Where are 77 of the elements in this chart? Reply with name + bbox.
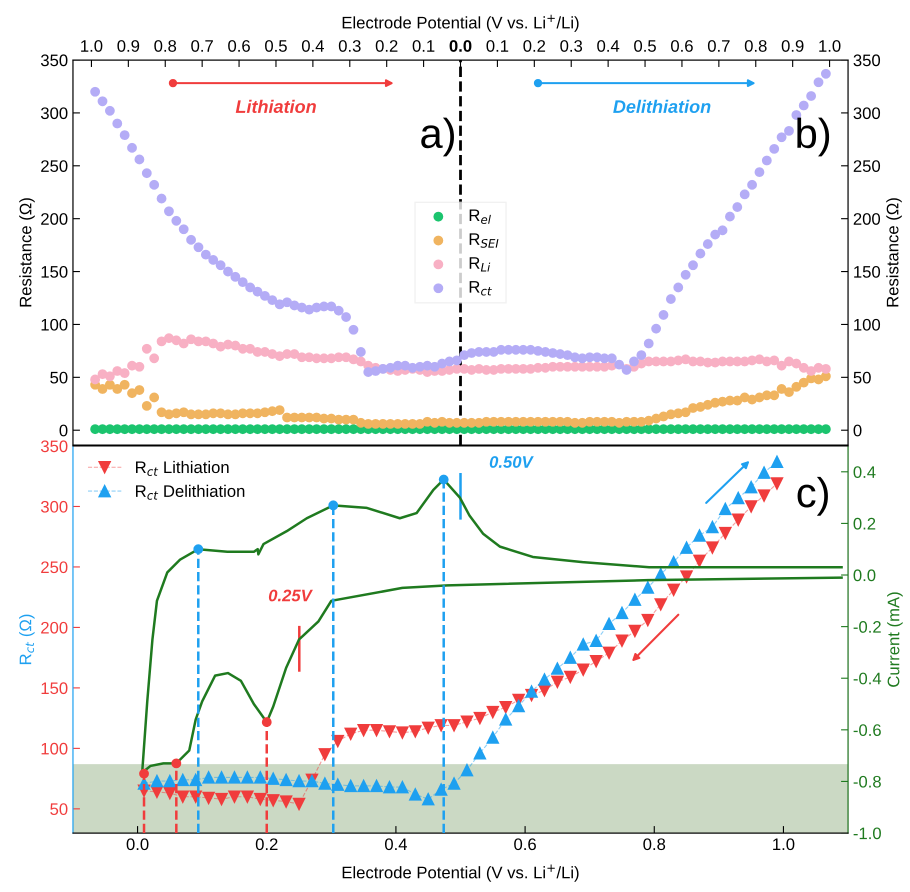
x-tick-label: 1.0: [819, 40, 841, 52]
y2-tick-label: 200: [854, 213, 880, 225]
legend-label: R$_{el}$: [470, 210, 491, 224]
x-tick-label: 0.4: [302, 40, 324, 52]
x-tick-label: 1.0: [81, 40, 102, 52]
x-tick-label: 0.4: [597, 40, 620, 52]
legend-label: R$_{ct}$: [470, 281, 492, 296]
y2-tick-label: 0.0: [854, 569, 876, 582]
legend-label: R$_{ct}$ Lithiation: [136, 460, 229, 476]
y-tick-label: 50: [50, 803, 68, 816]
y2-tick-label: 300: [854, 107, 880, 120]
y-tick-label: 200: [41, 622, 68, 634]
y-axis-title: Resistance (Ω): [19, 198, 35, 306]
x-tick-label: 0.1: [412, 40, 434, 52]
x-tick-label: 0.5: [265, 40, 287, 52]
legend-label: R$_{SEI}$: [470, 233, 498, 248]
annotation: c): [798, 476, 828, 516]
x-tick-label: 0.8: [744, 40, 767, 52]
y2-tick-label: -0.8: [854, 776, 881, 788]
x-tick-label: 0.2: [376, 40, 398, 52]
x-tick-label: 0.0: [450, 40, 472, 52]
y2-tick-label: 150: [854, 266, 880, 278]
annotation: 0.25V: [268, 590, 313, 602]
y-tick-label: 150: [42, 682, 68, 694]
y2-tick-label: 0.4: [854, 466, 876, 478]
legend-label: R$_{Li}$: [470, 257, 490, 272]
y2-tick-label: -0.4: [854, 672, 882, 684]
annotation: 0.50V: [490, 456, 534, 468]
x-tick-label: 0.2: [256, 838, 278, 850]
x-axis-title: Electrode Potential (V vs. Li$^{+}$/Li): [342, 14, 579, 32]
x-tick-label: 0.6: [228, 40, 250, 52]
y2-tick-label: 350: [854, 54, 880, 66]
x-tick-label: 0.8: [643, 838, 666, 850]
y-tick-label: 250: [41, 160, 68, 172]
y-tick-label: 350: [40, 440, 68, 452]
annotation: a): [421, 118, 454, 156]
y-tick-label: 350: [40, 54, 68, 66]
y-tick-label: 100: [42, 742, 68, 755]
x-tick-label: 0.4: [384, 838, 408, 850]
legend-label: R$_{ct}$ Delithiation: [136, 484, 244, 500]
x-tick-label: 0.3: [560, 40, 582, 52]
x-tick-label: 0.0: [126, 838, 149, 850]
annotation: b): [797, 118, 830, 156]
x-tick-label: 0.6: [514, 838, 536, 850]
y2-tick-label: 50: [854, 372, 871, 384]
y2-tick-label: 0.2: [854, 518, 876, 530]
x-tick-label: 0.7: [708, 40, 730, 52]
x-tick-label: 0.1: [486, 40, 508, 52]
x-tick-label: 0.9: [782, 40, 804, 52]
y-tick-label: 150: [42, 266, 68, 278]
x-axis-title: Electrode Potential (V vs. Li$^{+}$/Li): [342, 864, 579, 882]
y2-tick-label: 0: [854, 424, 862, 436]
y2-axis-title: Current (mA): [887, 592, 903, 687]
x-tick-label: 1.0: [773, 838, 794, 850]
y2-axis-title: Resistance (Ω): [886, 198, 902, 306]
y2-tick-label: -1.0: [854, 827, 881, 840]
annotation: Delithiation: [613, 100, 710, 113]
y-tick-label: 300: [40, 107, 68, 120]
x-tick-label: 0.3: [338, 40, 361, 52]
y-tick-label: 50: [50, 372, 68, 384]
y2-tick-label: 100: [854, 318, 880, 331]
y-tick-label: 100: [42, 318, 68, 331]
y-axis-title: R$_{ct}$ (Ω): [19, 614, 35, 664]
y2-tick-label: -0.2: [854, 621, 881, 633]
x-tick-label: 0.5: [634, 40, 656, 52]
x-tick-label: 0.6: [671, 40, 693, 52]
x-tick-label: 0.8: [154, 40, 176, 52]
x-tick-label: 0.7: [191, 40, 213, 52]
y-tick-label: 250: [41, 561, 68, 574]
annotation: Lithiation: [236, 100, 316, 113]
y-tick-label: 300: [40, 500, 68, 513]
y2-tick-label: -0.6: [854, 724, 881, 736]
y2-tick-label: 250: [854, 160, 880, 172]
y-tick-label: 200: [41, 213, 68, 225]
x-tick-label: 0.2: [523, 40, 546, 52]
x-tick-label: 0.9: [117, 40, 140, 52]
y-tick-label: 0: [60, 424, 68, 436]
